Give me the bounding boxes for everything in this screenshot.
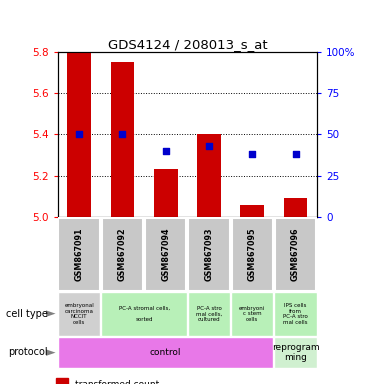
Bar [111, 62, 134, 217]
Point [76, 131, 82, 137]
Text: GSM867095: GSM867095 [248, 228, 257, 281]
Text: PC-A stromal cells,

sorted: PC-A stromal cells, sorted [118, 306, 170, 322]
Text: ►: ► [46, 346, 56, 359]
Bar [275, 218, 316, 291]
Bar [188, 292, 230, 336]
Text: GSM867094: GSM867094 [161, 228, 170, 281]
Bar [232, 218, 273, 291]
Text: GSM867091: GSM867091 [75, 228, 83, 281]
Text: embryonal
carcinoma
NCCIT
cells: embryonal carcinoma NCCIT cells [64, 303, 94, 325]
Bar [101, 292, 187, 336]
Text: control: control [150, 348, 181, 357]
Bar [58, 218, 100, 291]
Bar [188, 218, 230, 291]
Bar [154, 169, 178, 217]
Bar [284, 199, 308, 217]
Text: reprogram
ming: reprogram ming [272, 343, 319, 362]
Text: cell type: cell type [6, 309, 48, 319]
Bar [197, 134, 221, 217]
Text: transformed count: transformed count [75, 380, 159, 384]
Text: protocol: protocol [9, 347, 48, 358]
Point [249, 151, 255, 157]
Bar [102, 218, 143, 291]
Point [119, 131, 125, 137]
Text: GSM867093: GSM867093 [204, 228, 213, 281]
Bar [58, 337, 273, 368]
Bar [231, 292, 273, 336]
Text: embryoni
c stem
cells: embryoni c stem cells [239, 306, 265, 322]
Bar [67, 52, 91, 217]
Bar [58, 292, 100, 336]
Text: GSM867096: GSM867096 [291, 228, 300, 281]
Bar [274, 292, 317, 336]
Text: IPS cells
from
PC-A stro
mal cells: IPS cells from PC-A stro mal cells [283, 303, 308, 325]
Text: PC-A stro
mal cells,
cultured: PC-A stro mal cells, cultured [196, 306, 222, 322]
Bar [145, 218, 187, 291]
Title: GDS4124 / 208013_s_at: GDS4124 / 208013_s_at [108, 38, 267, 51]
Point [293, 151, 299, 157]
Text: ►: ► [46, 308, 56, 320]
Point [163, 148, 169, 154]
Bar [274, 337, 317, 368]
Bar [240, 205, 264, 217]
Point [206, 143, 212, 149]
Bar [56, 378, 68, 384]
Text: GSM867092: GSM867092 [118, 228, 127, 281]
